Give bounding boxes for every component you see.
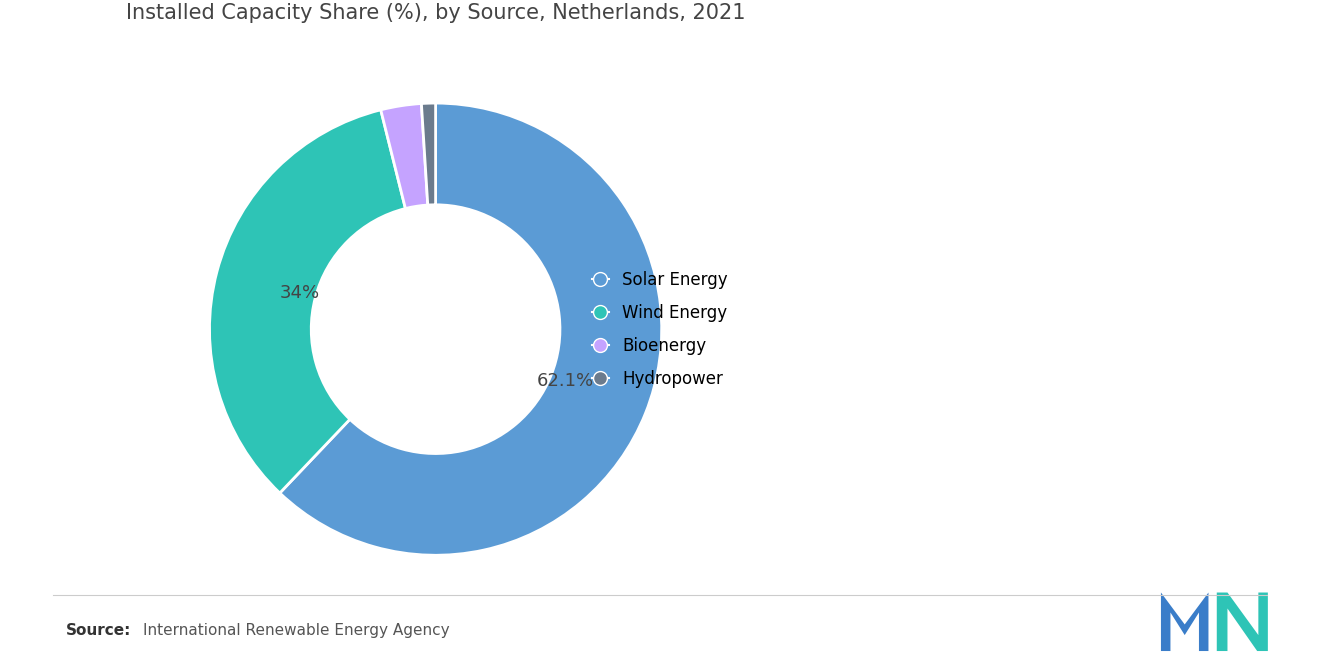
Text: 62.1%: 62.1% [537,372,594,390]
Polygon shape [1217,593,1267,651]
Wedge shape [280,103,661,555]
Text: 34%: 34% [280,285,321,303]
Title: Installed Capacity Share (%), by Source, Netherlands, 2021: Installed Capacity Share (%), by Source,… [125,3,746,23]
Legend: Solar Energy, Wind Energy, Bioenergy, Hydropower: Solar Energy, Wind Energy, Bioenergy, Hy… [585,264,734,394]
Wedge shape [380,104,428,209]
Polygon shape [1162,593,1209,651]
Text: International Renewable Energy Agency: International Renewable Energy Agency [143,623,449,638]
Wedge shape [421,103,436,205]
Text: Source:: Source: [66,623,132,638]
Wedge shape [210,110,405,493]
